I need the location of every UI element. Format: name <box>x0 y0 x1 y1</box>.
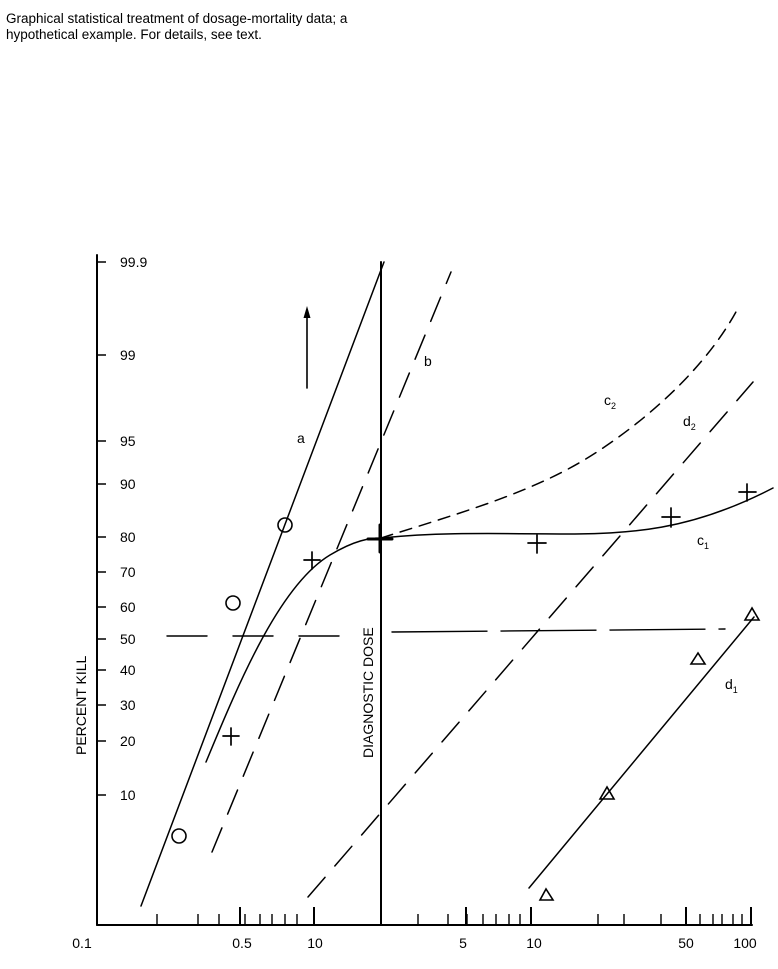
y-tick-label: 60 <box>120 599 136 615</box>
triangle-markers <box>538 606 761 901</box>
plus-markers <box>222 483 757 746</box>
curve-c1 <box>205 487 774 763</box>
plus-marker <box>661 507 681 528</box>
line-d1 <box>528 616 755 889</box>
x-tick-label: 10 <box>526 935 542 951</box>
y-tick-label: 40 <box>120 662 136 678</box>
x-tick-label: 0.5 <box>232 935 252 951</box>
label-d2: d2 <box>683 413 696 432</box>
y-tick-label: 95 <box>120 433 136 449</box>
label-c1: c1 <box>697 532 709 551</box>
y-ticks: 99.9 99 95 90 80 70 60 50 40 30 20 10 <box>97 254 147 803</box>
diagnostic-dose-label: DIAGNOSTIC DOSE <box>360 627 376 758</box>
y-tick-label: 99.9 <box>120 254 147 270</box>
label-a: a <box>297 430 305 446</box>
triangle-marker <box>538 887 555 901</box>
y-tick-label: 90 <box>120 476 136 492</box>
label-d1: d1 <box>725 676 738 695</box>
x-tick-label: 5 <box>459 935 467 951</box>
y-tick-label: 30 <box>120 697 136 713</box>
x-ticks: 0.1 0.5 10 5 10 50 100 <box>72 907 757 951</box>
line-a <box>140 261 385 907</box>
circle-markers <box>171 517 293 844</box>
triangle-marker <box>743 606 761 621</box>
triangle-marker <box>598 785 616 800</box>
triangle-marker <box>689 651 707 665</box>
y-tick-label: 99 <box>120 347 136 363</box>
plus-marker <box>366 523 394 554</box>
circle-marker <box>277 517 293 533</box>
plus-marker <box>222 727 240 746</box>
up-arrow-icon <box>303 306 311 389</box>
plus-marker <box>738 483 757 502</box>
label-b: b <box>424 353 432 369</box>
circle-marker <box>171 828 187 844</box>
x-tick-label: 0.1 <box>72 935 92 951</box>
y-tick-label: 10 <box>120 787 136 803</box>
x-tick-label: 50 <box>678 935 694 951</box>
y-axis-label: PERCENT KILL <box>73 655 89 755</box>
circle-marker <box>225 595 241 611</box>
plus-marker <box>527 534 547 554</box>
line-d2 <box>307 381 754 898</box>
y-tick-label: 80 <box>120 529 136 545</box>
x-tick-label: 10 <box>307 935 323 951</box>
y-tick-label: 70 <box>120 564 136 580</box>
plus-marker <box>303 551 321 570</box>
y-tick-label: 50 <box>120 631 136 647</box>
y-tick-label: 20 <box>120 733 136 749</box>
figure-caption: Graphical statistical treatment of dosag… <box>6 11 348 42</box>
line-b <box>211 271 452 853</box>
label-c2: c2 <box>604 392 616 411</box>
reference-line-50 <box>166 628 726 637</box>
x-tick-label: 100 <box>733 935 757 951</box>
